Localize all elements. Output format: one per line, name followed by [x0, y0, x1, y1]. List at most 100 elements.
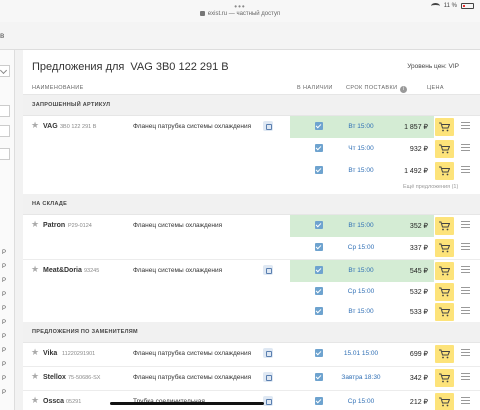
- section-requested: ЗАПРОШЕННЫЙ АРТИКУЛ: [23, 95, 480, 116]
- table-row[interactable]: ★ Vika 11220291901 Фланец патрубка систе…: [23, 343, 480, 365]
- brand[interactable]: Meat&Doria: [43, 267, 82, 274]
- car-icon[interactable]: [263, 372, 273, 382]
- filter-label: Р: [2, 348, 7, 354]
- table-row[interactable]: ★ Patron P29-0124 Фланец системы охлажде…: [23, 215, 480, 237]
- article: 3B0 122 291 B: [60, 124, 97, 130]
- table-row[interactable]: Вт 15:00 1 492 ₽: [23, 160, 480, 182]
- in-stock-checkbox: [315, 349, 323, 357]
- left-filter-panel: Р Р Р Р Р Р Р Р Р Р Р: [0, 50, 15, 410]
- brand[interactable]: Stellox: [43, 374, 66, 381]
- table-row[interactable]: Вт 15:00 533 ₽: [23, 301, 480, 323]
- status-indicators: 11 %: [430, 3, 474, 9]
- article: P29-0124: [68, 223, 92, 229]
- car-icon[interactable]: [263, 396, 273, 406]
- in-stock-checkbox: [315, 397, 323, 405]
- cart-icon[interactable]: [435, 118, 454, 136]
- star-icon[interactable]: ★: [31, 219, 40, 229]
- star-icon[interactable]: ★: [31, 120, 40, 130]
- url-text: exist.ru — частный доступ: [207, 11, 281, 17]
- car-icon[interactable]: [263, 121, 273, 131]
- description: Фланец патрубка системы охлаждения: [133, 374, 252, 381]
- brand[interactable]: Vika: [43, 350, 58, 357]
- table-row[interactable]: Ср 15:00 337 ₽: [23, 237, 480, 259]
- delivery-term: Ср 15:00: [347, 398, 375, 405]
- filter-label: Р: [2, 334, 7, 340]
- in-stock-checkbox: [315, 144, 323, 152]
- col-delivery[interactable]: СРОК ПОСТАВКИ i: [346, 85, 408, 93]
- menu-icon[interactable]: [461, 243, 470, 250]
- section-title: НА СКЛАДЕ: [32, 201, 68, 207]
- cart-icon[interactable]: [435, 283, 454, 301]
- in-stock-checkbox: [315, 122, 323, 130]
- menu-icon[interactable]: [461, 397, 470, 404]
- filter-input[interactable]: [0, 148, 10, 160]
- info-icon[interactable]: i: [400, 86, 408, 93]
- nav-item[interactable]: в: [0, 31, 5, 40]
- car-icon[interactable]: [263, 348, 273, 358]
- filter-select[interactable]: [0, 65, 10, 77]
- status-bar: ••• exist.ru — частный доступ 11 %: [0, 0, 480, 22]
- highlight: [290, 116, 434, 138]
- table-row[interactable]: ★ Stellox 75-50686-SX Фланец патрубка си…: [23, 366, 480, 388]
- filter-input[interactable]: [0, 105, 10, 117]
- menu-icon[interactable]: [461, 144, 470, 151]
- cart-icon[interactable]: [435, 262, 454, 280]
- cart-icon[interactable]: [435, 345, 454, 363]
- brand[interactable]: Ossca: [43, 398, 65, 405]
- offers-panel: Предложения для VAG 3B0 122 291 B Уровень…: [23, 50, 480, 410]
- menu-icon[interactable]: [461, 166, 470, 173]
- star-icon[interactable]: ★: [31, 264, 40, 274]
- description: Трубка соединительная: [133, 398, 205, 405]
- price-level[interactable]: Уровень цен: VIP: [407, 63, 459, 70]
- part-code: VAG 3B0 122 291 B: [130, 61, 229, 73]
- cart-icon[interactable]: [435, 369, 454, 387]
- menu-icon[interactable]: [461, 373, 470, 380]
- star-icon[interactable]: ★: [31, 395, 40, 405]
- cart-icon[interactable]: [435, 303, 454, 321]
- cart-icon[interactable]: [435, 217, 454, 235]
- menu-icon[interactable]: [461, 221, 470, 228]
- filter-label: Р: [2, 320, 7, 326]
- brand[interactable]: Patron: [43, 222, 66, 229]
- article: 05291: [66, 399, 82, 405]
- in-stock-checkbox: [315, 307, 323, 315]
- col-delivery-label: СРОК ПОСТАВКИ: [346, 85, 398, 91]
- car-icon[interactable]: [263, 265, 273, 275]
- price: 212 ₽: [409, 399, 428, 406]
- filter-input[interactable]: [0, 125, 10, 137]
- table-row[interactable]: ★ VAG 3B0 122 291 B Фланец патрубка сист…: [23, 116, 480, 138]
- brand[interactable]: VAG: [43, 123, 58, 130]
- section-warehouse: НА СКЛАДЕ: [23, 194, 480, 215]
- cart-icon[interactable]: [435, 162, 454, 180]
- article: 75-50686-SX: [68, 375, 101, 381]
- price: 532 ₽: [409, 289, 428, 296]
- filter-label: Р: [2, 390, 7, 396]
- table-row[interactable]: ★ Meat&Doria 93245 Фланец системы охлажд…: [23, 259, 480, 282]
- menu-icon[interactable]: [461, 307, 470, 314]
- description: Фланец патрубка системы охлаждения: [133, 350, 252, 357]
- table-row[interactable]: ★ Ossca 05291 Трубка соединительная Ср 1…: [23, 390, 480, 410]
- col-price: ЦЕНА: [427, 85, 444, 91]
- address-bar[interactable]: exist.ru — частный доступ: [0, 11, 480, 17]
- table-row[interactable]: Ср 15:00 532 ₽: [23, 281, 480, 303]
- star-icon[interactable]: ★: [31, 371, 40, 381]
- menu-icon[interactable]: [461, 122, 470, 129]
- menu-icon[interactable]: [461, 349, 470, 356]
- menu-icon[interactable]: [461, 266, 470, 273]
- price: 533 ₽: [409, 309, 428, 316]
- in-stock-checkbox: [315, 266, 323, 274]
- description: Фланец системы охлаждения: [133, 267, 223, 274]
- delivery-term: Завтра 18:30: [341, 374, 381, 381]
- cart-icon[interactable]: [435, 393, 454, 410]
- star-icon[interactable]: ★: [31, 347, 40, 357]
- cart-icon[interactable]: [435, 239, 454, 257]
- tab-dots[interactable]: •••: [234, 2, 246, 11]
- more-offers-link[interactable]: Ещё предложения (1): [403, 184, 459, 190]
- in-stock-checkbox: [315, 287, 323, 295]
- filter-label: Р: [2, 306, 7, 312]
- table-row[interactable]: Чт 15:00 932 ₽: [23, 138, 480, 160]
- menu-icon[interactable]: [461, 287, 470, 294]
- price: 337 ₽: [409, 245, 428, 252]
- cart-icon[interactable]: [435, 140, 454, 158]
- home-indicator[interactable]: [110, 402, 264, 405]
